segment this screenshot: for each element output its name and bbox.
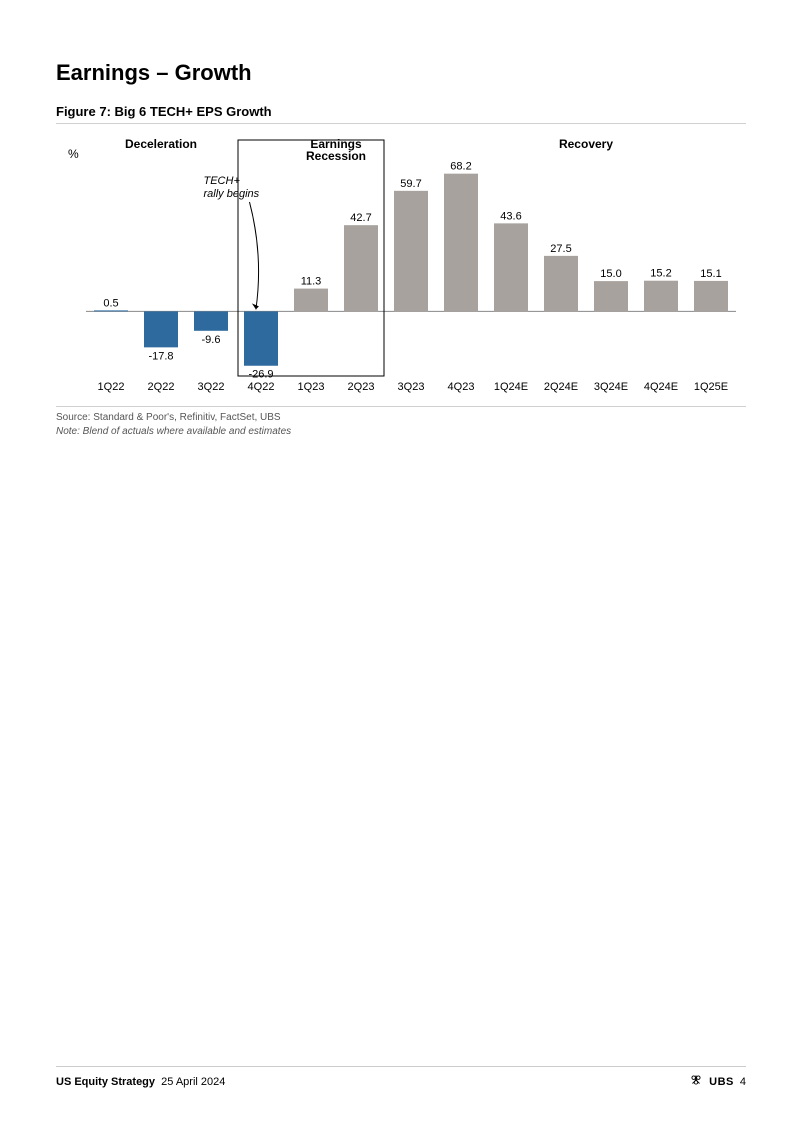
bar [594,281,628,311]
value-label: 43.6 [500,210,521,222]
bar [644,281,678,312]
category-label: 2Q23 [348,381,375,393]
category-label: 1Q23 [298,381,325,393]
bar [494,223,528,311]
category-label: 1Q25E [694,381,728,393]
phase-label: Recession [306,149,366,163]
bar [694,281,728,311]
value-label: -9.6 [202,334,221,346]
phase-label: Recovery [559,137,613,151]
category-label: 3Q24E [594,381,628,393]
bar [544,256,578,312]
source-note: Source: Standard & Poor's, Refinitiv, Fa… [56,406,746,438]
page-footer: US Equity Strategy 25 April 2024 UBS 4 [56,1066,746,1090]
bar [244,311,278,365]
bar [194,311,228,330]
footer-strategy: US Equity Strategy [56,1076,155,1088]
value-label: 15.0 [600,268,621,280]
category-label: 2Q24E [544,381,578,393]
annotation-arrowhead [252,303,259,309]
category-label: 4Q22 [248,381,275,393]
page-title: Earnings – Growth [56,60,746,86]
phase-label: Deceleration [125,137,197,151]
category-label: 4Q23 [448,381,475,393]
category-label: 2Q22 [148,381,175,393]
value-label: 0.5 [103,297,118,309]
bar [344,225,378,311]
y-unit-label: % [68,147,79,161]
value-label: 42.7 [350,212,371,224]
figure-title: Figure 7: Big 6 TECH+ EPS Growth [56,104,746,124]
value-label: -26.9 [248,369,273,381]
value-label: 59.7 [400,178,421,190]
bar [394,191,428,312]
bar [94,310,128,311]
bar [294,289,328,312]
footer-right: UBS 4 [689,1073,746,1090]
ubs-keys-icon [689,1073,703,1090]
category-label: 3Q23 [398,381,425,393]
page-number: 4 [740,1076,746,1088]
annotation-text: TECH+ [204,175,241,187]
value-label: 27.5 [550,243,571,255]
footer-date-text: 25 April 2024 [161,1076,225,1088]
footer-left: US Equity Strategy 25 April 2024 [56,1076,225,1088]
bar [444,174,478,312]
value-label: -17.8 [148,350,173,362]
annotation-text: rally begins [204,188,260,200]
ubs-brand: UBS [709,1076,734,1088]
bar [144,311,178,347]
category-label: 1Q22 [98,381,125,393]
value-label: 15.2 [650,268,671,280]
value-label: 15.1 [700,268,721,280]
source-line: Source: Standard & Poor's, Refinitiv, Fa… [56,411,746,425]
eps-growth-chart: % 0.5 1Q22 -17.8 2Q22 -9.6 3Q22 -26.94Q22 11.3 1Q… [56,130,746,400]
category-label: 1Q24E [494,381,528,393]
value-label: 11.3 [301,276,322,288]
value-label: 68.2 [450,161,471,173]
source-note-line: Note: Blend of actuals where available a… [56,425,746,439]
category-label: 3Q22 [198,381,225,393]
category-label: 4Q24E [644,381,678,393]
annotation-arrow [250,202,259,309]
